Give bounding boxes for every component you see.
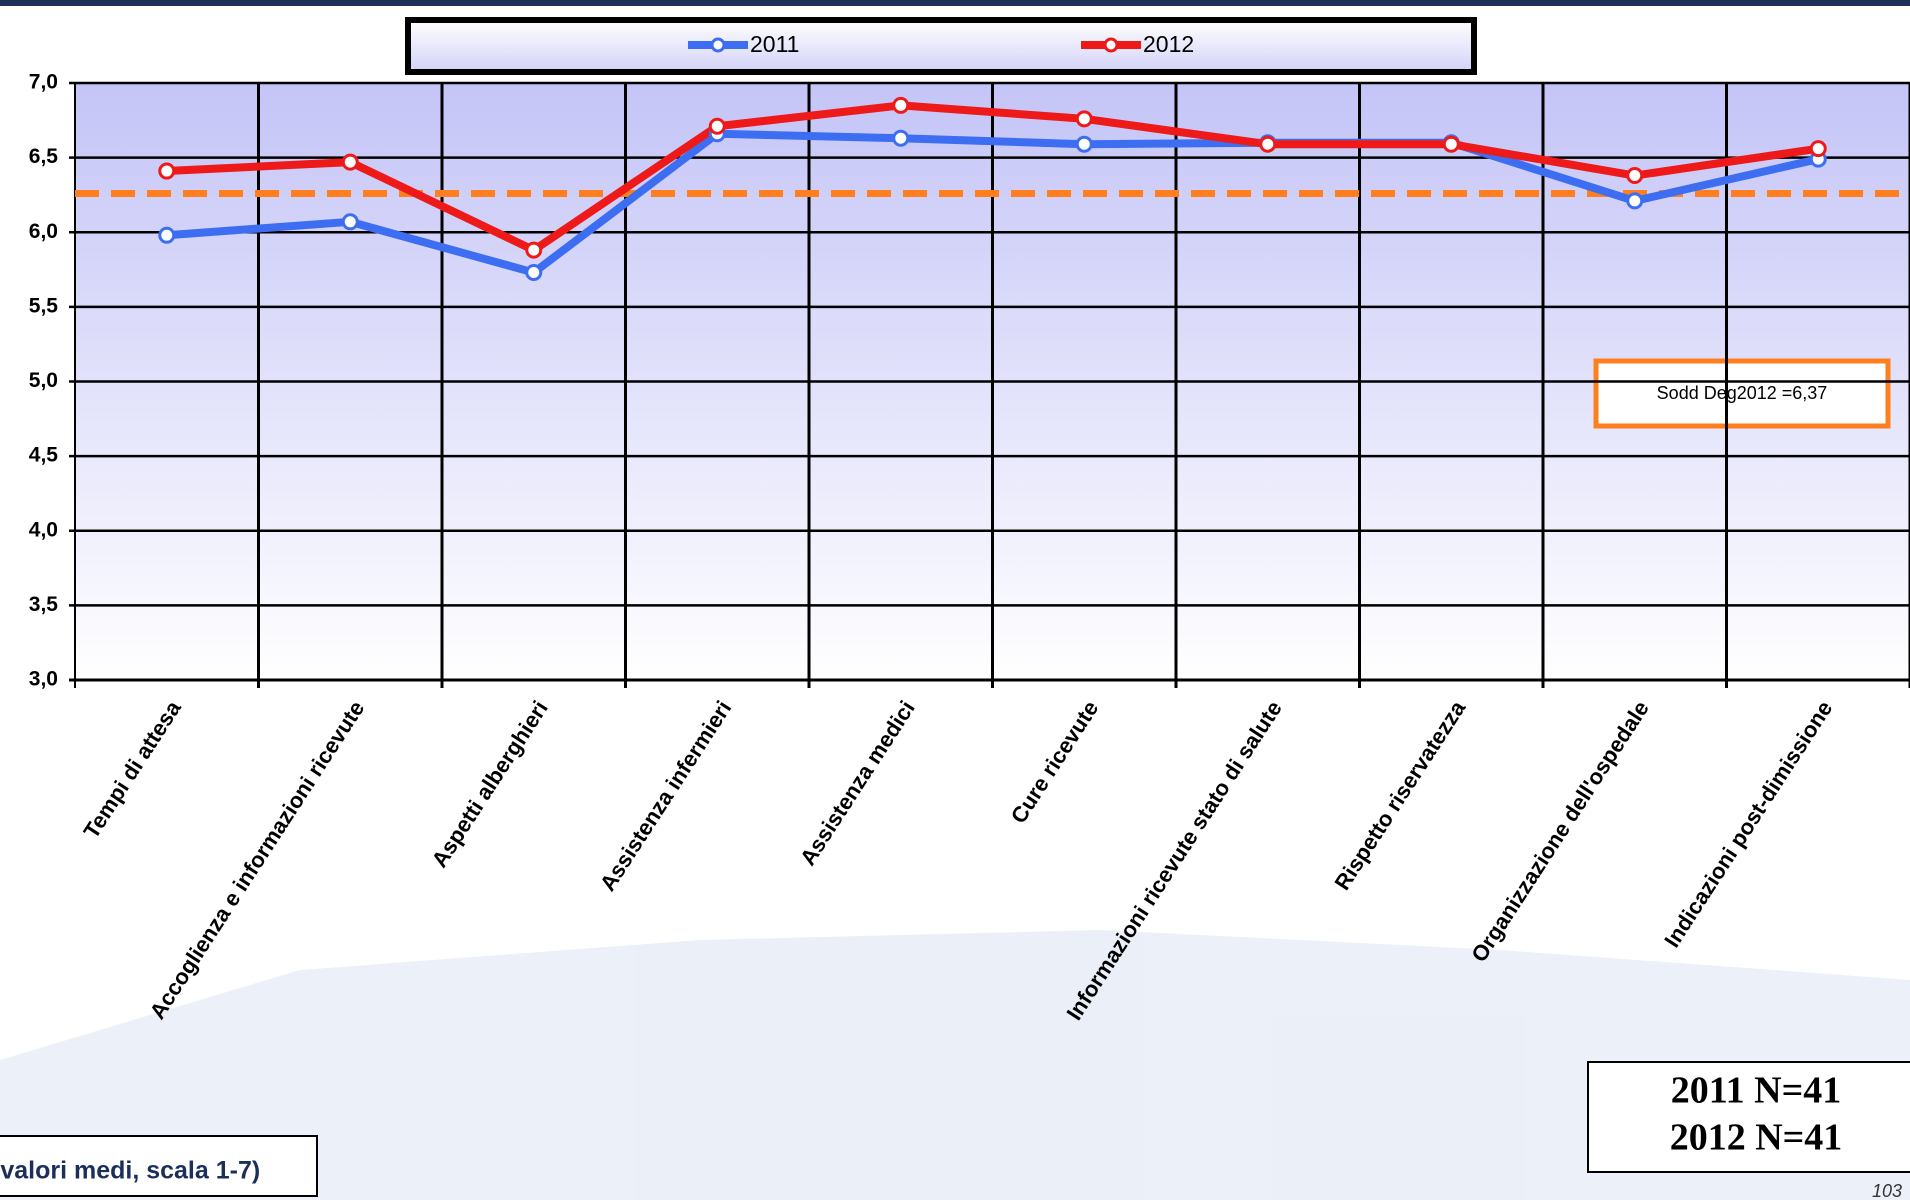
legend-marker	[710, 37, 726, 53]
point	[1075, 135, 1093, 153]
note-box	[0, 1135, 318, 1197]
legend-label: 2012	[1143, 31, 1194, 57]
point	[341, 213, 359, 231]
point	[1075, 110, 1093, 128]
legend	[405, 17, 1477, 75]
y-tick-label: 3,0	[29, 668, 58, 691]
x-tick-label: Assistenza infermieri	[595, 696, 737, 895]
x-tick-label: Aspetti alberghieri	[427, 696, 553, 872]
sample-size-box	[1587, 1061, 1910, 1173]
point	[158, 226, 176, 244]
x-tick-label: Rispetto riservatezza	[1329, 696, 1470, 895]
y-tick-label: 7,0	[29, 71, 58, 94]
sample-size: 2011 N=41	[1671, 1070, 1842, 1112]
point	[525, 264, 543, 282]
y-tick-label: 5,0	[29, 369, 58, 392]
point	[1626, 167, 1644, 185]
watermark	[0, 930, 1910, 1200]
y-tick-label: 4,0	[29, 518, 58, 541]
y-tick-label: 3,5	[29, 593, 59, 616]
point	[1259, 135, 1277, 153]
top-bar	[0, 0, 1910, 6]
point	[158, 162, 176, 180]
y-tick-label: 6,5	[29, 145, 59, 168]
sample-size: 2012 N=41	[1670, 1117, 1843, 1159]
point	[1626, 192, 1644, 210]
point	[525, 241, 543, 259]
series-line	[166, 101, 1819, 255]
note: (valori medi, scala 1-7)	[0, 1157, 260, 1185]
x-tick-label: Cure ricevute	[1006, 696, 1104, 828]
point	[1442, 135, 1460, 153]
y-tick-label: 4,5	[29, 444, 59, 467]
legend-marker	[1103, 37, 1119, 53]
x-tick-label: Assistenza medici	[795, 696, 920, 870]
x-tick-label: Organizzazione dell'ospedale	[1466, 696, 1654, 966]
x-tick-label: Tempi di attesa	[79, 696, 187, 843]
point	[892, 129, 910, 147]
annotation: Sodd Deg2012 =6,37	[1657, 383, 1828, 403]
point	[1809, 140, 1827, 158]
y-tick-label: 5,5	[29, 294, 59, 317]
point	[341, 153, 359, 171]
point	[708, 117, 726, 135]
y-tick-label: 6,0	[29, 220, 58, 243]
x-tick-label: Indicazioni post-dimissione	[1659, 696, 1837, 952]
point	[892, 96, 910, 114]
series-line	[166, 129, 1820, 277]
annotation-box	[1593, 358, 1891, 429]
legend-label: 2011	[750, 31, 799, 57]
page-number: 103	[1872, 1181, 1902, 1200]
